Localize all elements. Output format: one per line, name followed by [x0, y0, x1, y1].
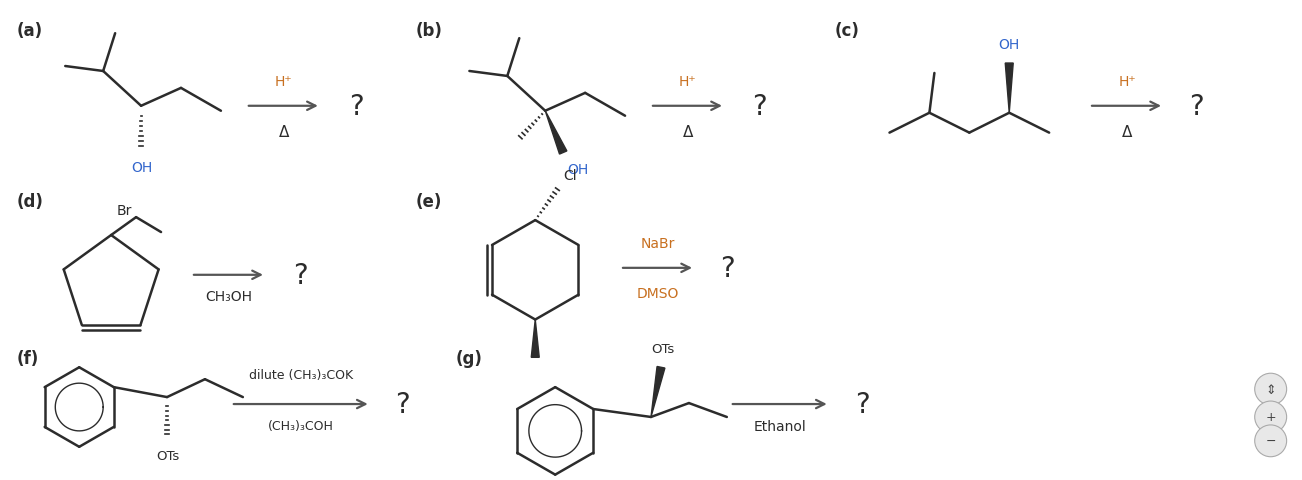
Text: (e): (e) [415, 193, 441, 211]
Circle shape [1255, 373, 1286, 405]
Polygon shape [1005, 64, 1013, 113]
Text: OTs: OTs [156, 449, 180, 462]
Text: OH: OH [568, 163, 589, 177]
Text: dilute (CH₃)₃COK: dilute (CH₃)₃COK [249, 369, 353, 382]
Text: ?: ? [1189, 93, 1203, 120]
Text: CH₃OH: CH₃OH [206, 289, 253, 303]
Text: OH: OH [132, 161, 152, 175]
Text: (b): (b) [415, 22, 443, 40]
Text: ?: ? [854, 390, 870, 418]
Text: Δ: Δ [279, 124, 289, 139]
Text: Br: Br [116, 204, 132, 217]
Circle shape [1255, 401, 1286, 433]
Text: ?: ? [720, 254, 734, 282]
Text: H⁺: H⁺ [1118, 75, 1135, 89]
Text: (a): (a) [17, 22, 43, 40]
Polygon shape [651, 367, 665, 417]
Text: (CH₃)₃COH: (CH₃)₃COH [268, 419, 333, 432]
Text: (f): (f) [17, 349, 39, 368]
Text: Δ: Δ [682, 124, 693, 139]
Text: (c): (c) [835, 22, 859, 40]
Text: ?: ? [293, 261, 307, 289]
Text: NaBr: NaBr [641, 237, 676, 251]
Text: ?: ? [751, 93, 767, 120]
Text: Ethanol: Ethanol [754, 419, 806, 433]
Text: ?: ? [396, 390, 410, 418]
Text: Cl: Cl [564, 169, 577, 183]
Text: −: − [1266, 434, 1276, 447]
Polygon shape [531, 320, 539, 358]
Text: H⁺: H⁺ [275, 75, 293, 89]
Text: OH: OH [999, 38, 1019, 52]
Text: ?: ? [349, 93, 363, 120]
Text: Δ: Δ [1122, 124, 1133, 139]
Text: (g): (g) [456, 349, 482, 368]
Text: ⇕: ⇕ [1266, 383, 1276, 396]
Text: OTs: OTs [651, 343, 674, 356]
Text: (d): (d) [17, 193, 43, 211]
Text: DMSO: DMSO [637, 286, 680, 300]
Text: +: + [1266, 410, 1276, 423]
Circle shape [1255, 425, 1286, 457]
Text: H⁺: H⁺ [680, 75, 697, 89]
Polygon shape [546, 111, 566, 155]
